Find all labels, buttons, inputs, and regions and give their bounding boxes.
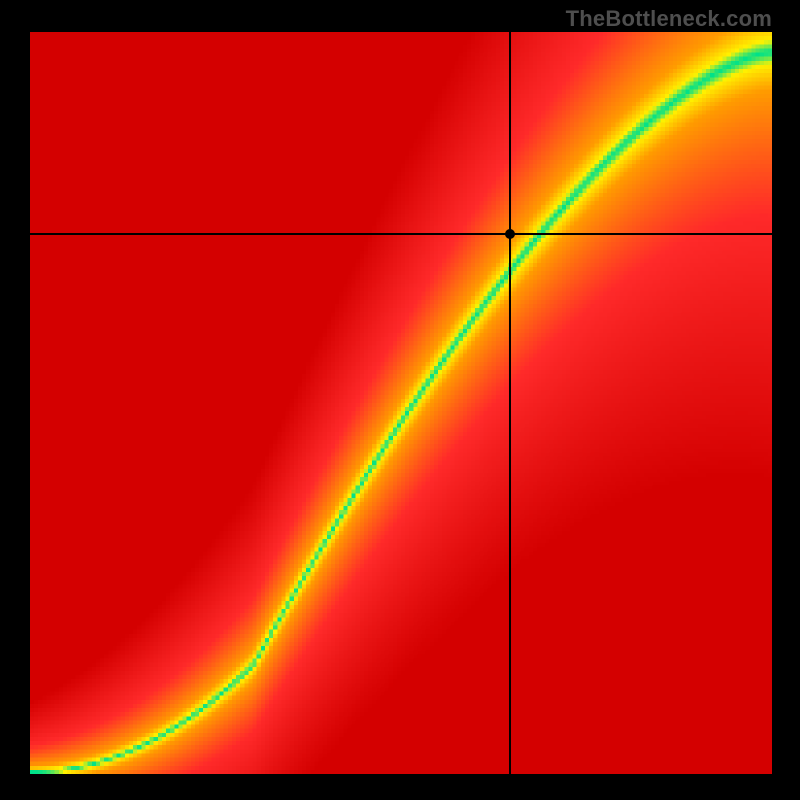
watermark-text: TheBottleneck.com	[566, 6, 772, 32]
marker-point	[505, 229, 515, 239]
plot-area	[30, 32, 772, 774]
crosshair-vertical	[509, 32, 511, 774]
crosshair-horizontal	[30, 233, 772, 235]
heatmap-canvas	[30, 32, 772, 774]
chart-container: TheBottleneck.com	[0, 0, 800, 800]
